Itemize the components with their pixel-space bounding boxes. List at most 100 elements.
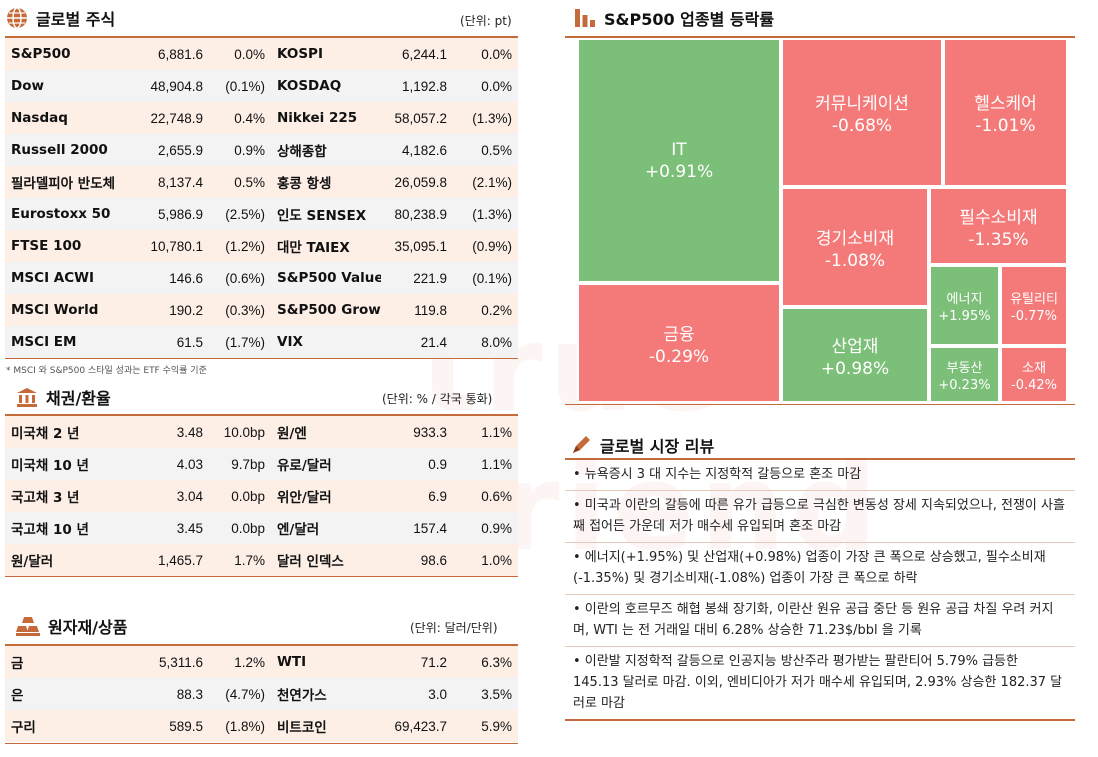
row-change: (0.9%) [453,230,518,262]
divider [565,36,1075,38]
sector-change: +0.23% [938,377,991,393]
divider [5,743,518,744]
row-value: 10,780.1 [133,230,209,262]
row-value: 3.0 [381,678,453,710]
row-change: (1.7%) [209,326,271,358]
row-value: 6,881.6 [133,38,209,70]
divider [5,576,518,577]
row-value: 98.6 [381,544,453,576]
sector-change: -1.01% [975,116,1036,136]
row-change: (4.7%) [209,678,271,710]
row-name: Nikkei 225 [271,102,381,134]
row-change: 0.9% [453,512,518,544]
row-change: 8.0% [453,326,518,358]
row-value: 190.2 [133,294,209,326]
row-change: (2.1%) [453,166,518,198]
row-name: 국고채 3 년 [5,480,133,512]
row-value: 88.3 [133,678,209,710]
table-row: MSCI EM 61.5 (1.7%) VIX 21.4 8.0% [5,326,518,358]
sector-name: 경기소비재 [815,228,895,249]
row-change: (0.6%) [209,262,271,294]
sector-name: IT [671,139,687,160]
bonds-title: 채권/환율 [46,389,111,408]
equities-table: S&P500 6,881.6 0.0% KOSPI 6,244.1 0.0% Dow 48,9… [5,38,518,358]
table-row: 원/달러 1,465.7 1.7% 달러 인덱스 98.6 1.0% [5,544,518,576]
table-row: Russell 2000 2,655.9 0.9% 상해종합 4,182.6 0.5% [5,134,518,166]
row-value: 1,465.7 [133,544,209,576]
row-name: 상해종합 [271,134,381,166]
table-row: S&P500 6,881.6 0.0% KOSPI 6,244.1 0.0% [5,38,518,70]
commodities-header: 원자재/상품 [16,614,127,638]
globe-icon [7,7,27,29]
row-value: 146.6 [133,262,209,294]
row-change: 0.9% [209,134,271,166]
row-value: 26,059.8 [381,166,453,198]
row-change: (1.3%) [453,198,518,230]
sector-tile: IT +0.91% [577,38,781,283]
commodities-unit: (단위: 달러/단위) [410,621,498,635]
sectors-header: S&P500 업종별 등락률 [574,6,774,30]
equities-footnote: * MSCI 와 S&P500 스타일 성과는 ETF 수익률 기준 [6,366,207,376]
divider [5,36,518,38]
sector-tile: 커뮤니케이션 -0.68% [781,38,943,187]
row-name: MSCI ACWI [5,262,133,294]
row-name: MSCI World [5,294,133,326]
row-name: 미국채 2 년 [5,416,133,448]
row-change: 0.2% [453,294,518,326]
table-row: FTSE 100 10,780.1 (1.2%) 대만 TAIEX 35,095.1 (0… [5,230,518,262]
row-value: 80,238.9 [381,198,453,230]
row-value: 22,748.9 [133,102,209,134]
sector-tile: 금융 -0.29% [577,283,781,403]
pen-icon [573,436,590,453]
row-name: 금 [5,646,133,678]
bar-chart-icon [575,9,595,27]
divider [5,414,518,416]
row-name: KOSDAQ [271,70,381,102]
row-name: 인도 SENSEX [271,198,381,230]
row-value: 4.03 [133,448,209,480]
divider [5,644,518,646]
sector-change: -0.68% [831,116,893,136]
row-name: 미국채 10 년 [5,448,133,480]
divider [5,358,518,359]
row-change: 0.0bp [209,480,271,512]
sector-change: +0.98% [820,358,890,379]
row-name: 원/엔 [271,416,381,448]
sector-name: 유틸리티 [1010,291,1058,307]
row-change: 1.2% [209,646,271,678]
row-value: 6,244.1 [381,38,453,70]
table-row: 국고채 10 년 3.45 0.0bp 엔/달러 157.4 0.9% [5,512,518,544]
row-value: 3.04 [133,480,209,512]
row-name: 대만 TAIEX [271,230,381,262]
bonds-table: 미국채 2 년 3.48 10.0bp 원/엔 933.3 1.1% 미국채 10 년 4.0… [5,416,518,576]
row-value: 6.9 [381,480,453,512]
row-value: 589.5 [133,710,209,742]
row-name: S&P500 [5,38,133,70]
row-value: 61.5 [133,326,209,358]
row-change: (1.3%) [453,102,518,134]
row-name: 달러 인덱스 [271,544,381,576]
row-name: Dow [5,70,133,102]
equities-unit: (단위: pt) [460,14,512,28]
table-row: 은 88.3 (4.7%) 천연가스 3.0 3.5% [5,678,518,710]
sector-tile: 소재 -0.42% [1000,346,1068,403]
bonds-unit: (단위: % / 각국 통화) [382,392,493,406]
row-value: 3.48 [133,416,209,448]
sector-name: 금융 [663,324,695,345]
sector-change: -0.42% [1011,377,1057,393]
row-change: 1.1% [453,448,518,480]
row-name: KOSPI [271,38,381,70]
table-row: Dow 48,904.8 (0.1%) KOSDAQ 1,192.8 0.0% [5,70,518,102]
row-value: 48,904.8 [133,70,209,102]
review-item: • 이란의 호르무즈 해협 봉쇄 장기화, 이란산 원유 공급 중단 등 원유 … [565,595,1075,647]
review-item: • 미국과 이란의 갈등에 따른 유가 급등으로 극심한 변동성 장세 지속되었… [565,491,1075,543]
row-change: 0.6% [453,480,518,512]
row-change: (2.5%) [209,198,271,230]
table-row: 필라델피아 반도체 8,137.4 0.5% 홍콩 항셍 26,059.8 (2.1%) [5,166,518,198]
bank-icon [17,388,37,407]
table-row: 국고채 3 년 3.04 0.0bp 위안/달러 6.9 0.6% [5,480,518,512]
sector-name: 헬스케어 [974,94,1037,114]
row-change: 5.9% [453,710,518,742]
row-change: 1.0% [453,544,518,576]
